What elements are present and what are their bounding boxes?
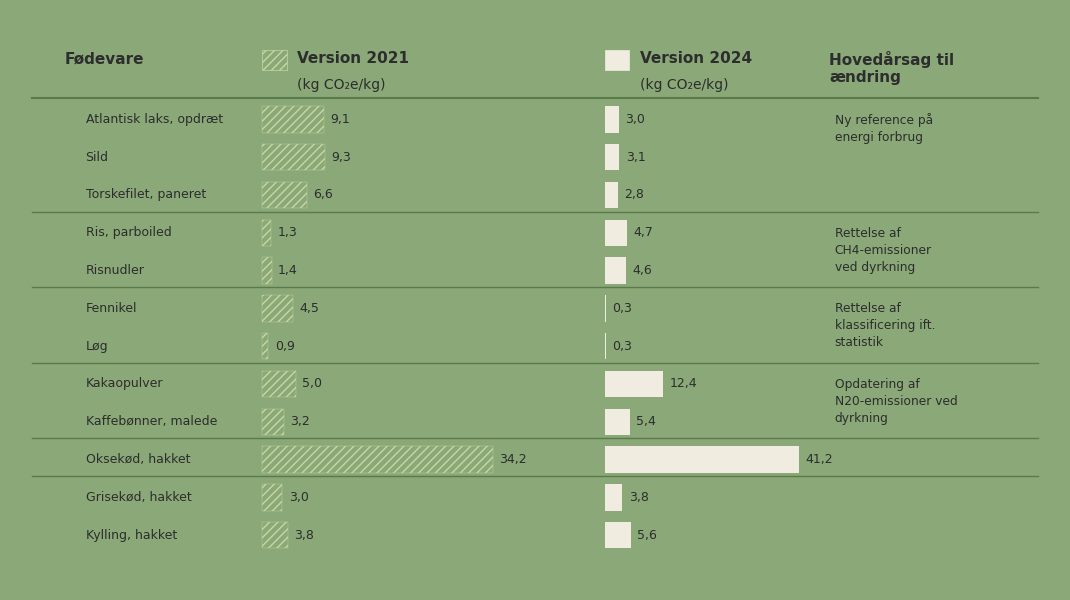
Text: Opdatering af
N20-emissioner ved
dyrkning: Opdatering af N20-emissioner ved dyrknin… — [835, 378, 958, 425]
Bar — [262, 295, 292, 322]
Text: Torskefilet, paneret: Torskefilet, paneret — [86, 188, 205, 202]
Text: 4,5: 4,5 — [299, 302, 319, 315]
Bar — [605, 144, 620, 170]
Bar — [605, 409, 630, 435]
Bar — [262, 333, 269, 359]
Text: 4,7: 4,7 — [633, 226, 653, 239]
Text: Sild: Sild — [86, 151, 108, 164]
Text: Version 2021: Version 2021 — [297, 51, 410, 66]
Text: Version 2024: Version 2024 — [640, 51, 752, 66]
Text: Kaffebønner, malede: Kaffebønner, malede — [86, 415, 217, 428]
Text: 5,0: 5,0 — [303, 377, 322, 391]
Text: 2,8: 2,8 — [624, 188, 644, 202]
Text: 0,3: 0,3 — [612, 340, 632, 353]
Text: Rettelse af
CH4-emissioner
ved dyrkning: Rettelse af CH4-emissioner ved dyrkning — [835, 227, 932, 274]
Bar — [262, 50, 287, 70]
Bar — [605, 50, 629, 70]
Bar — [262, 257, 272, 284]
Text: Atlantisk laks, opdræt: Atlantisk laks, opdræt — [86, 113, 223, 126]
Text: 0,9: 0,9 — [275, 340, 294, 353]
Text: Ris, parboiled: Ris, parboiled — [86, 226, 171, 239]
Bar — [262, 144, 325, 170]
Bar — [262, 446, 493, 473]
Text: Kylling, hakket: Kylling, hakket — [86, 529, 177, 542]
Text: 5,6: 5,6 — [638, 529, 657, 542]
Bar — [262, 182, 307, 208]
Text: 34,2: 34,2 — [500, 453, 528, 466]
Text: 9,1: 9,1 — [330, 113, 350, 126]
Text: Risnudler: Risnudler — [86, 264, 144, 277]
Bar — [605, 182, 617, 208]
Text: 5,4: 5,4 — [637, 415, 656, 428]
Bar — [605, 295, 606, 322]
Text: Hovedårsag til
ændring: Hovedårsag til ændring — [829, 51, 954, 85]
Text: Kakaopulver: Kakaopulver — [86, 377, 163, 391]
Text: Fødevare: Fødevare — [64, 51, 143, 66]
Text: 12,4: 12,4 — [670, 377, 697, 391]
Bar — [605, 484, 623, 511]
Text: 9,3: 9,3 — [332, 151, 351, 164]
Text: Ny reference på
energi forbrug: Ny reference på energi forbrug — [835, 113, 933, 145]
Text: 6,6: 6,6 — [314, 188, 333, 202]
Bar — [262, 484, 282, 511]
Bar — [262, 409, 284, 435]
Text: 4,6: 4,6 — [632, 264, 653, 277]
Bar — [605, 257, 626, 284]
Bar — [605, 333, 606, 359]
Bar — [605, 106, 618, 133]
Bar — [605, 522, 631, 548]
Text: (kg CO₂e/kg): (kg CO₂e/kg) — [640, 78, 729, 92]
Bar — [605, 371, 663, 397]
Text: 3,8: 3,8 — [629, 491, 648, 504]
Bar — [262, 522, 288, 548]
Bar — [605, 220, 627, 246]
Text: Oksekød, hakket: Oksekød, hakket — [86, 453, 190, 466]
Text: 3,0: 3,0 — [625, 113, 645, 126]
Text: 41,2: 41,2 — [805, 453, 832, 466]
Text: 3,2: 3,2 — [290, 415, 310, 428]
Text: (kg CO₂e/kg): (kg CO₂e/kg) — [297, 78, 386, 92]
Text: Løg: Løg — [86, 340, 108, 353]
Bar — [262, 220, 271, 246]
Text: 1,4: 1,4 — [278, 264, 297, 277]
Text: Grisekød, hakket: Grisekød, hakket — [86, 491, 192, 504]
Text: Fennikel: Fennikel — [86, 302, 137, 315]
Text: 0,3: 0,3 — [612, 302, 632, 315]
Bar — [262, 371, 296, 397]
Text: Rettelse af
klassificering ift.
statistik: Rettelse af klassificering ift. statisti… — [835, 302, 935, 349]
Bar — [262, 106, 323, 133]
Text: 3,1: 3,1 — [626, 151, 645, 164]
Text: 3,0: 3,0 — [289, 491, 309, 504]
Text: 1,3: 1,3 — [277, 226, 297, 239]
Text: 3,8: 3,8 — [294, 529, 315, 542]
Bar — [605, 446, 798, 473]
